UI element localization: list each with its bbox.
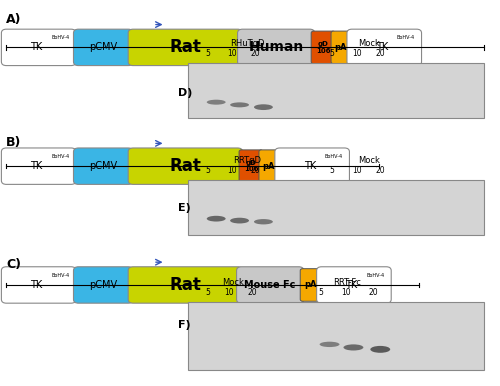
- FancyBboxPatch shape: [128, 148, 242, 185]
- Text: BoHV-4: BoHV-4: [51, 36, 69, 41]
- Text: A): A): [6, 13, 22, 26]
- Text: pA: pA: [304, 281, 316, 290]
- FancyBboxPatch shape: [316, 267, 391, 303]
- Ellipse shape: [230, 102, 249, 107]
- Ellipse shape: [206, 216, 226, 222]
- FancyBboxPatch shape: [128, 267, 242, 303]
- Text: RHuTgD: RHuTgD: [230, 39, 265, 48]
- Text: 20: 20: [248, 288, 258, 297]
- FancyBboxPatch shape: [2, 148, 76, 185]
- FancyBboxPatch shape: [74, 148, 133, 185]
- FancyBboxPatch shape: [300, 269, 320, 301]
- FancyBboxPatch shape: [331, 31, 351, 64]
- Text: Mock: Mock: [358, 156, 380, 165]
- FancyBboxPatch shape: [239, 150, 263, 183]
- Text: 20: 20: [376, 166, 385, 175]
- Text: 10: 10: [227, 49, 236, 58]
- Ellipse shape: [254, 219, 273, 224]
- Text: BoHV-4: BoHV-4: [51, 273, 69, 278]
- Text: 5: 5: [318, 288, 324, 297]
- Text: TK: TK: [30, 42, 42, 52]
- Ellipse shape: [206, 100, 226, 105]
- Text: 10: 10: [341, 288, 351, 297]
- Text: 10: 10: [224, 288, 234, 297]
- Text: 20: 20: [368, 288, 378, 297]
- Ellipse shape: [320, 342, 340, 347]
- FancyBboxPatch shape: [275, 148, 349, 185]
- Text: 5: 5: [330, 49, 334, 58]
- FancyBboxPatch shape: [128, 29, 242, 66]
- Text: 20: 20: [250, 166, 260, 175]
- Text: 10: 10: [352, 49, 362, 58]
- Text: TK: TK: [376, 42, 388, 52]
- FancyBboxPatch shape: [2, 267, 76, 303]
- Text: 5: 5: [330, 166, 334, 175]
- Text: TK: TK: [346, 280, 358, 290]
- Text: gD
106: gD 106: [316, 41, 330, 54]
- Text: 5: 5: [206, 49, 210, 58]
- Text: BoHV-4: BoHV-4: [396, 36, 415, 41]
- Text: E): E): [178, 203, 190, 213]
- Ellipse shape: [344, 344, 363, 350]
- Text: pA: pA: [334, 43, 347, 52]
- Text: pCMV: pCMV: [90, 42, 118, 52]
- Text: Mouse Fc: Mouse Fc: [244, 280, 296, 290]
- Text: RRTgD: RRTgD: [234, 156, 262, 165]
- Text: F): F): [178, 320, 190, 330]
- FancyBboxPatch shape: [74, 29, 133, 66]
- Ellipse shape: [254, 104, 273, 110]
- FancyBboxPatch shape: [236, 267, 304, 303]
- Text: Rat: Rat: [170, 38, 202, 56]
- Text: 5: 5: [206, 288, 210, 297]
- Text: B): B): [6, 135, 22, 149]
- Text: 5: 5: [206, 166, 210, 175]
- Bar: [188, 179, 484, 235]
- Bar: [188, 302, 484, 370]
- Text: BoHV-4: BoHV-4: [366, 273, 384, 278]
- Text: BoHV-4: BoHV-4: [51, 154, 69, 159]
- FancyBboxPatch shape: [74, 267, 133, 303]
- Text: 10: 10: [227, 166, 236, 175]
- Text: TK: TK: [30, 161, 42, 171]
- Text: Human: Human: [248, 41, 304, 54]
- Text: D): D): [178, 88, 192, 98]
- Text: pA: pA: [262, 162, 275, 171]
- Text: 10: 10: [352, 166, 362, 175]
- Bar: [188, 63, 484, 118]
- Text: Rat: Rat: [170, 157, 202, 175]
- Text: pCMV: pCMV: [90, 161, 118, 171]
- Text: TK: TK: [304, 161, 316, 171]
- Text: 20: 20: [376, 49, 385, 58]
- FancyBboxPatch shape: [238, 29, 314, 66]
- Text: C): C): [6, 258, 22, 271]
- Text: TK: TK: [30, 280, 42, 290]
- Text: 20: 20: [250, 49, 260, 58]
- Text: gD
106: gD 106: [244, 160, 258, 173]
- Text: BoHV-4: BoHV-4: [324, 154, 342, 159]
- Text: Mock: Mock: [358, 39, 380, 48]
- FancyBboxPatch shape: [259, 150, 279, 183]
- FancyBboxPatch shape: [311, 31, 335, 64]
- Text: pCMV: pCMV: [90, 280, 118, 290]
- Text: Rat: Rat: [170, 276, 202, 294]
- Ellipse shape: [230, 218, 249, 223]
- FancyBboxPatch shape: [347, 29, 422, 66]
- Ellipse shape: [370, 346, 390, 353]
- Text: RRT-Fc: RRT-Fc: [333, 278, 361, 287]
- Text: Mock: Mock: [222, 278, 244, 287]
- FancyBboxPatch shape: [2, 29, 76, 66]
